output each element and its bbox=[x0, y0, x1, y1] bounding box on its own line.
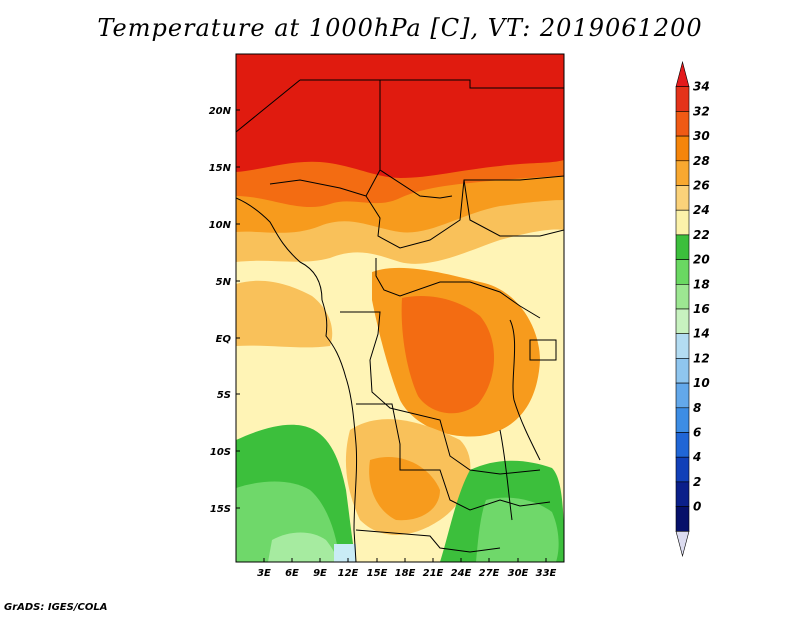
colorbar-label: 16 bbox=[693, 302, 710, 316]
border-namibia bbox=[355, 529, 501, 553]
colorbar-swatch bbox=[675, 432, 690, 458]
colorbar-label: 6 bbox=[693, 426, 701, 440]
field-se-lightgreen bbox=[476, 497, 559, 562]
lon-tick-label: 21E bbox=[423, 568, 444, 579]
colorbar-swatch bbox=[675, 456, 690, 483]
colorbar-swatch bbox=[675, 259, 690, 285]
colorbar-label: 22 bbox=[693, 228, 710, 242]
colorbar-swatch bbox=[675, 86, 690, 112]
colorbar-swatch bbox=[675, 333, 690, 359]
sahel-border bbox=[300, 79, 564, 249]
lat-tick-label: 20N bbox=[209, 106, 232, 117]
colorbar-label: 26 bbox=[693, 179, 710, 193]
colorbar-label: 28 bbox=[693, 154, 710, 168]
lat-tick-label: 5N bbox=[216, 277, 232, 288]
west-coastline bbox=[236, 197, 358, 562]
lon-tick-label: 12E bbox=[338, 568, 359, 579]
colorbar-swatch bbox=[675, 135, 690, 162]
lon-tick-label: 33E bbox=[536, 568, 557, 579]
colorbar-label: 14 bbox=[693, 327, 710, 341]
field-green-16 bbox=[268, 532, 338, 562]
colorbar-swatch bbox=[675, 382, 690, 409]
map-frame bbox=[235, 53, 565, 563]
colorbar-label: 32 bbox=[693, 104, 710, 118]
lat-tick-label: EQ bbox=[216, 334, 232, 345]
colorbar-swatch bbox=[675, 60, 690, 87]
lat-tick-label: 10N bbox=[209, 220, 232, 231]
field-coldwater bbox=[334, 544, 356, 562]
colorbar-swatch bbox=[675, 283, 690, 310]
colorbar-swatch bbox=[675, 111, 690, 137]
longitude-axis: 3E 6E 9E 12E 15E 18E 21E 24E 27E 30E 33E bbox=[257, 558, 557, 579]
colorbar-label: 8 bbox=[693, 401, 701, 415]
lake-tanganyika bbox=[499, 429, 513, 521]
colorbar-swatch bbox=[675, 407, 690, 433]
colorbar-label: 0 bbox=[693, 500, 701, 514]
border-nigeria-n bbox=[269, 179, 367, 197]
latitude-axis: 20N 15N 10N 5N EQ 5S 10S 15S bbox=[209, 106, 240, 515]
lon-tick-label: 6E bbox=[285, 568, 299, 579]
lat-tick-label: 15N bbox=[209, 163, 232, 174]
field-coast-26 bbox=[236, 280, 333, 348]
colorbar-swatch bbox=[675, 506, 690, 532]
colorbar-swatch bbox=[675, 308, 690, 335]
colorbar-label: 4 bbox=[692, 450, 701, 464]
colorbar-label: 18 bbox=[693, 277, 710, 291]
temperature-field bbox=[236, 54, 564, 562]
colorbar-label: 2 bbox=[693, 475, 701, 489]
field-basin-30 bbox=[401, 296, 495, 414]
map-title: Temperature at 1000hPa [C], VT: 20190612… bbox=[97, 14, 703, 42]
colorbar-label: 10 bbox=[693, 376, 710, 390]
border-congo bbox=[340, 311, 541, 475]
border-sudan bbox=[463, 179, 564, 237]
colorbar-swatch bbox=[675, 185, 690, 211]
lat-tick-label: 15S bbox=[210, 504, 231, 515]
lon-tick-label: 15E bbox=[367, 568, 388, 579]
border-ne bbox=[380, 79, 564, 89]
lat-tick-label: 10S bbox=[210, 447, 231, 458]
lon-tick-label: 9E bbox=[313, 568, 327, 579]
border-chad-niger bbox=[379, 169, 453, 199]
grads-credit: GrADS: IGES/COLA bbox=[4, 602, 108, 613]
colorbar-label: 20 bbox=[693, 253, 710, 267]
lon-tick-label: 3E bbox=[257, 568, 271, 579]
colorbar-swatch bbox=[675, 234, 690, 260]
colorbar-label: 30 bbox=[693, 129, 710, 143]
field-south-28 bbox=[369, 456, 440, 521]
colorbar-swatch bbox=[675, 160, 690, 186]
colorbar-label: 12 bbox=[693, 351, 710, 365]
lat-tick-label: 5S bbox=[217, 390, 231, 401]
colorbar-swatch bbox=[675, 481, 690, 507]
colorbar-swatch bbox=[675, 530, 690, 558]
border-car bbox=[375, 258, 541, 319]
colorbar-swatch bbox=[675, 358, 690, 384]
lon-tick-label: 24E bbox=[451, 568, 472, 579]
lon-tick-label: 18E bbox=[395, 568, 416, 579]
country-borders bbox=[236, 79, 564, 562]
field-32-band bbox=[236, 54, 564, 178]
border-east bbox=[509, 319, 541, 461]
lake-victoria bbox=[529, 339, 557, 361]
colorbar-label: 34 bbox=[693, 80, 710, 94]
lon-tick-label: 30E bbox=[508, 568, 529, 579]
lon-tick-label: 27E bbox=[479, 568, 500, 579]
colorbar-swatch bbox=[675, 209, 690, 236]
border-nw bbox=[236, 79, 301, 133]
colorbar-label: 24 bbox=[693, 203, 710, 217]
